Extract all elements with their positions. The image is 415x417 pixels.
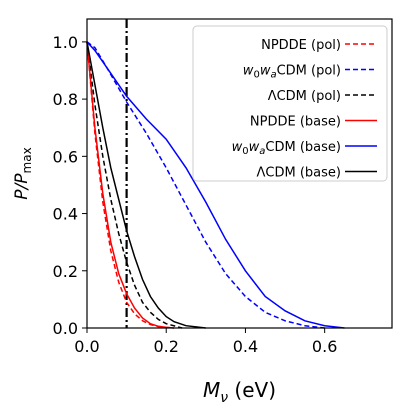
y-tick-label: 0.4 <box>53 205 78 224</box>
legend-label: w0waCDM (pol) <box>243 64 341 81</box>
series-line-0 <box>86 41 175 329</box>
axes: 0.0 0.2 0.4 0.6 0.0 0.2 0.4 0.6 0.8 1.0 <box>53 18 393 356</box>
x-tick-label: 0.6 <box>312 337 337 356</box>
axis-labels: Mν (eV) P/Pmax <box>12 147 276 406</box>
x-tick-label: 0.4 <box>233 337 258 356</box>
legend-label: ΛCDM (pol) <box>268 89 341 104</box>
x-tick-label: 0.2 <box>153 337 178 356</box>
y-axis-label: P/Pmax <box>12 147 34 199</box>
legend-label: NPDDE (pol) <box>261 38 341 53</box>
legend: NPDDE (pol) w0waCDM (pol) ΛCDM (pol) NPDDE … <box>192 25 388 182</box>
y-tick-label: 1.0 <box>53 33 78 52</box>
series-line-1 <box>86 41 325 329</box>
legend-label: w0waCDM (base) <box>232 140 341 157</box>
axes-frame <box>86 18 393 329</box>
series-line-3 <box>86 41 175 329</box>
legend-entry: NPDDE (base) <box>250 115 377 130</box>
series-line-4 <box>86 41 345 329</box>
y-tick-label: 0.0 <box>53 319 78 338</box>
legend-box <box>192 25 388 182</box>
legend-entry: w0waCDM (pol) <box>243 64 377 81</box>
legend-entry: NPDDE (pol) <box>261 38 377 53</box>
x-tick-label: 0.0 <box>74 337 99 356</box>
legend-label: ΛCDM (base) <box>257 166 341 181</box>
series-lines <box>86 41 345 329</box>
y-tick-label: 0.6 <box>53 147 78 166</box>
legend-label: NPDDE (base) <box>250 115 341 130</box>
legend-entry: ΛCDM (base) <box>257 166 377 181</box>
series-line-2 <box>86 41 183 329</box>
y-tick-label: 0.8 <box>53 90 78 109</box>
series-line-5 <box>86 41 206 329</box>
y-tick-label: 0.2 <box>53 262 78 281</box>
legend-entry: ΛCDM (pol) <box>268 89 377 104</box>
x-axis-label: Mν (eV) <box>203 378 276 406</box>
legend-entry: w0waCDM (base) <box>232 140 377 157</box>
